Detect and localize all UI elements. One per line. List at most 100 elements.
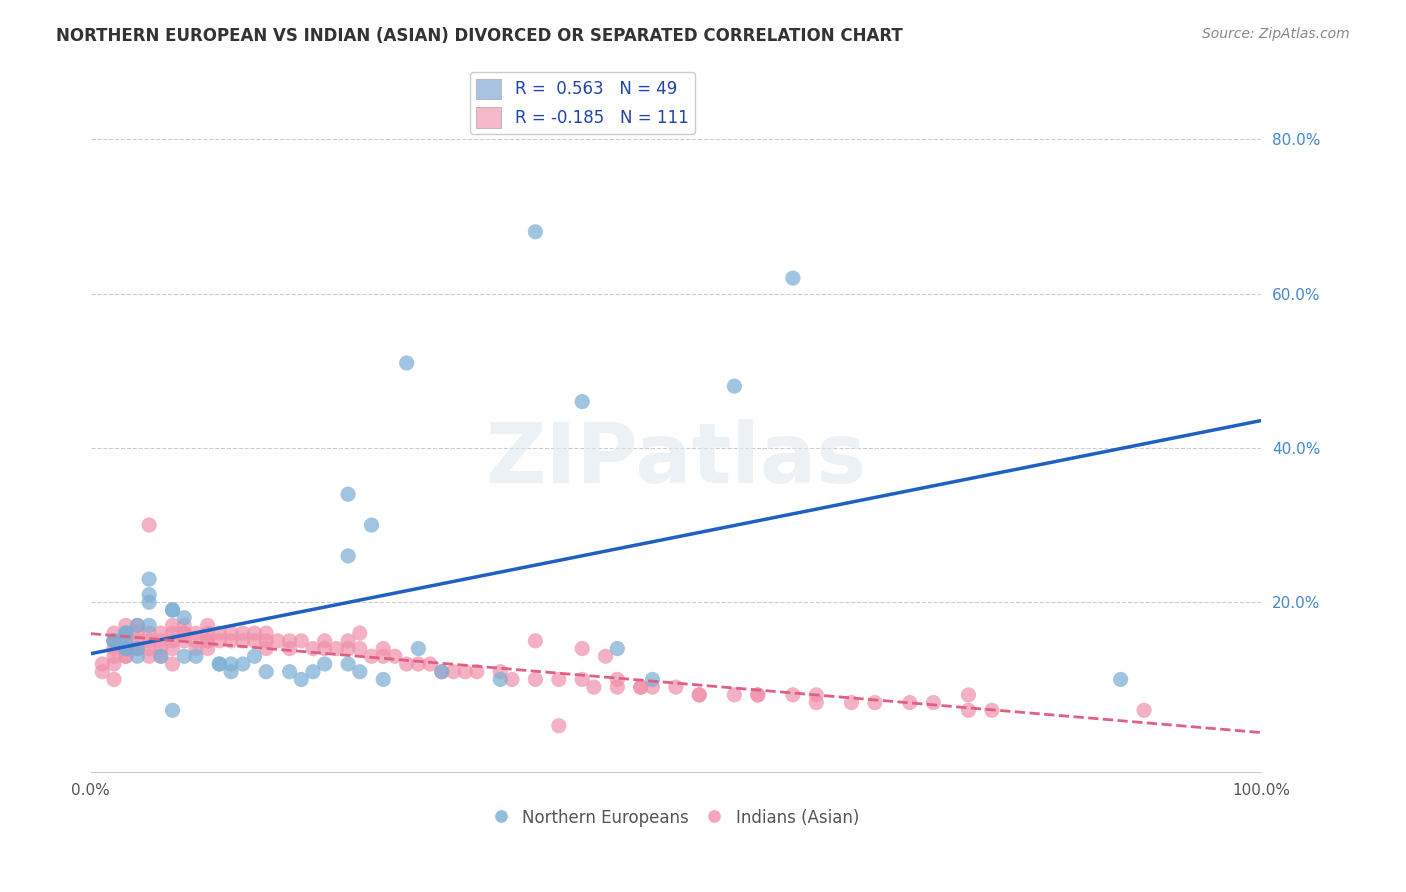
Point [606,641,628,656]
Point [184,633,207,648]
Point [325,641,347,656]
Point [232,633,254,648]
Point [138,518,160,533]
Point [149,641,172,656]
Point [489,665,512,679]
Point [314,633,336,648]
Point [243,633,266,648]
Point [138,588,160,602]
Point [149,633,172,648]
Point [302,665,325,679]
Point [243,649,266,664]
Point [373,641,395,656]
Point [127,649,149,664]
Point [782,271,804,285]
Point [841,696,863,710]
Point [957,703,980,717]
Point [184,649,207,664]
Point [571,673,593,687]
Point [103,633,125,648]
Point [430,665,453,679]
Point [723,379,745,393]
Text: ZIPatlas: ZIPatlas [485,419,866,500]
Point [103,673,125,687]
Point [197,618,219,632]
Point [501,673,523,687]
Point [127,641,149,656]
Point [688,688,710,702]
Point [114,633,136,648]
Point [1133,703,1156,717]
Point [384,649,406,664]
Point [138,595,160,609]
Point [103,641,125,656]
Point [208,626,231,640]
Point [149,626,172,640]
Point [114,633,136,648]
Point [103,633,125,648]
Point [465,665,488,679]
Point [337,487,360,501]
Point [290,673,312,687]
Point [595,649,617,664]
Point [360,649,382,664]
Point [197,626,219,640]
Point [571,641,593,656]
Point [267,633,290,648]
Legend: Northern Europeans, Indians (Asian): Northern Europeans, Indians (Asian) [486,802,866,833]
Point [149,649,172,664]
Point [138,572,160,586]
Point [582,680,605,694]
Point [454,665,477,679]
Point [103,657,125,671]
Point [254,665,277,679]
Point [173,626,195,640]
Point [114,641,136,656]
Point [127,641,149,656]
Point [197,633,219,648]
Point [1109,673,1132,687]
Point [103,633,125,648]
Point [91,665,114,679]
Point [898,696,921,710]
Point [208,657,231,671]
Point [184,626,207,640]
Point [278,641,301,656]
Point [173,610,195,624]
Point [419,657,441,671]
Point [863,696,886,710]
Point [127,641,149,656]
Point [208,657,231,671]
Point [114,626,136,640]
Point [806,696,828,710]
Point [103,626,125,640]
Point [114,641,136,656]
Point [360,518,382,533]
Point [747,688,769,702]
Point [114,649,136,664]
Point [232,657,254,671]
Point [138,626,160,640]
Point [127,626,149,640]
Point [806,688,828,702]
Point [747,688,769,702]
Point [127,618,149,632]
Point [103,633,125,648]
Point [219,665,242,679]
Point [408,657,430,671]
Point [395,356,418,370]
Point [489,673,512,687]
Point [197,633,219,648]
Point [138,641,160,656]
Point [337,549,360,563]
Point [162,703,184,717]
Point [232,626,254,640]
Point [630,680,652,694]
Point [127,633,149,648]
Point [571,394,593,409]
Point [173,649,195,664]
Point [290,633,312,648]
Point [408,641,430,656]
Point [219,657,242,671]
Point [524,633,547,648]
